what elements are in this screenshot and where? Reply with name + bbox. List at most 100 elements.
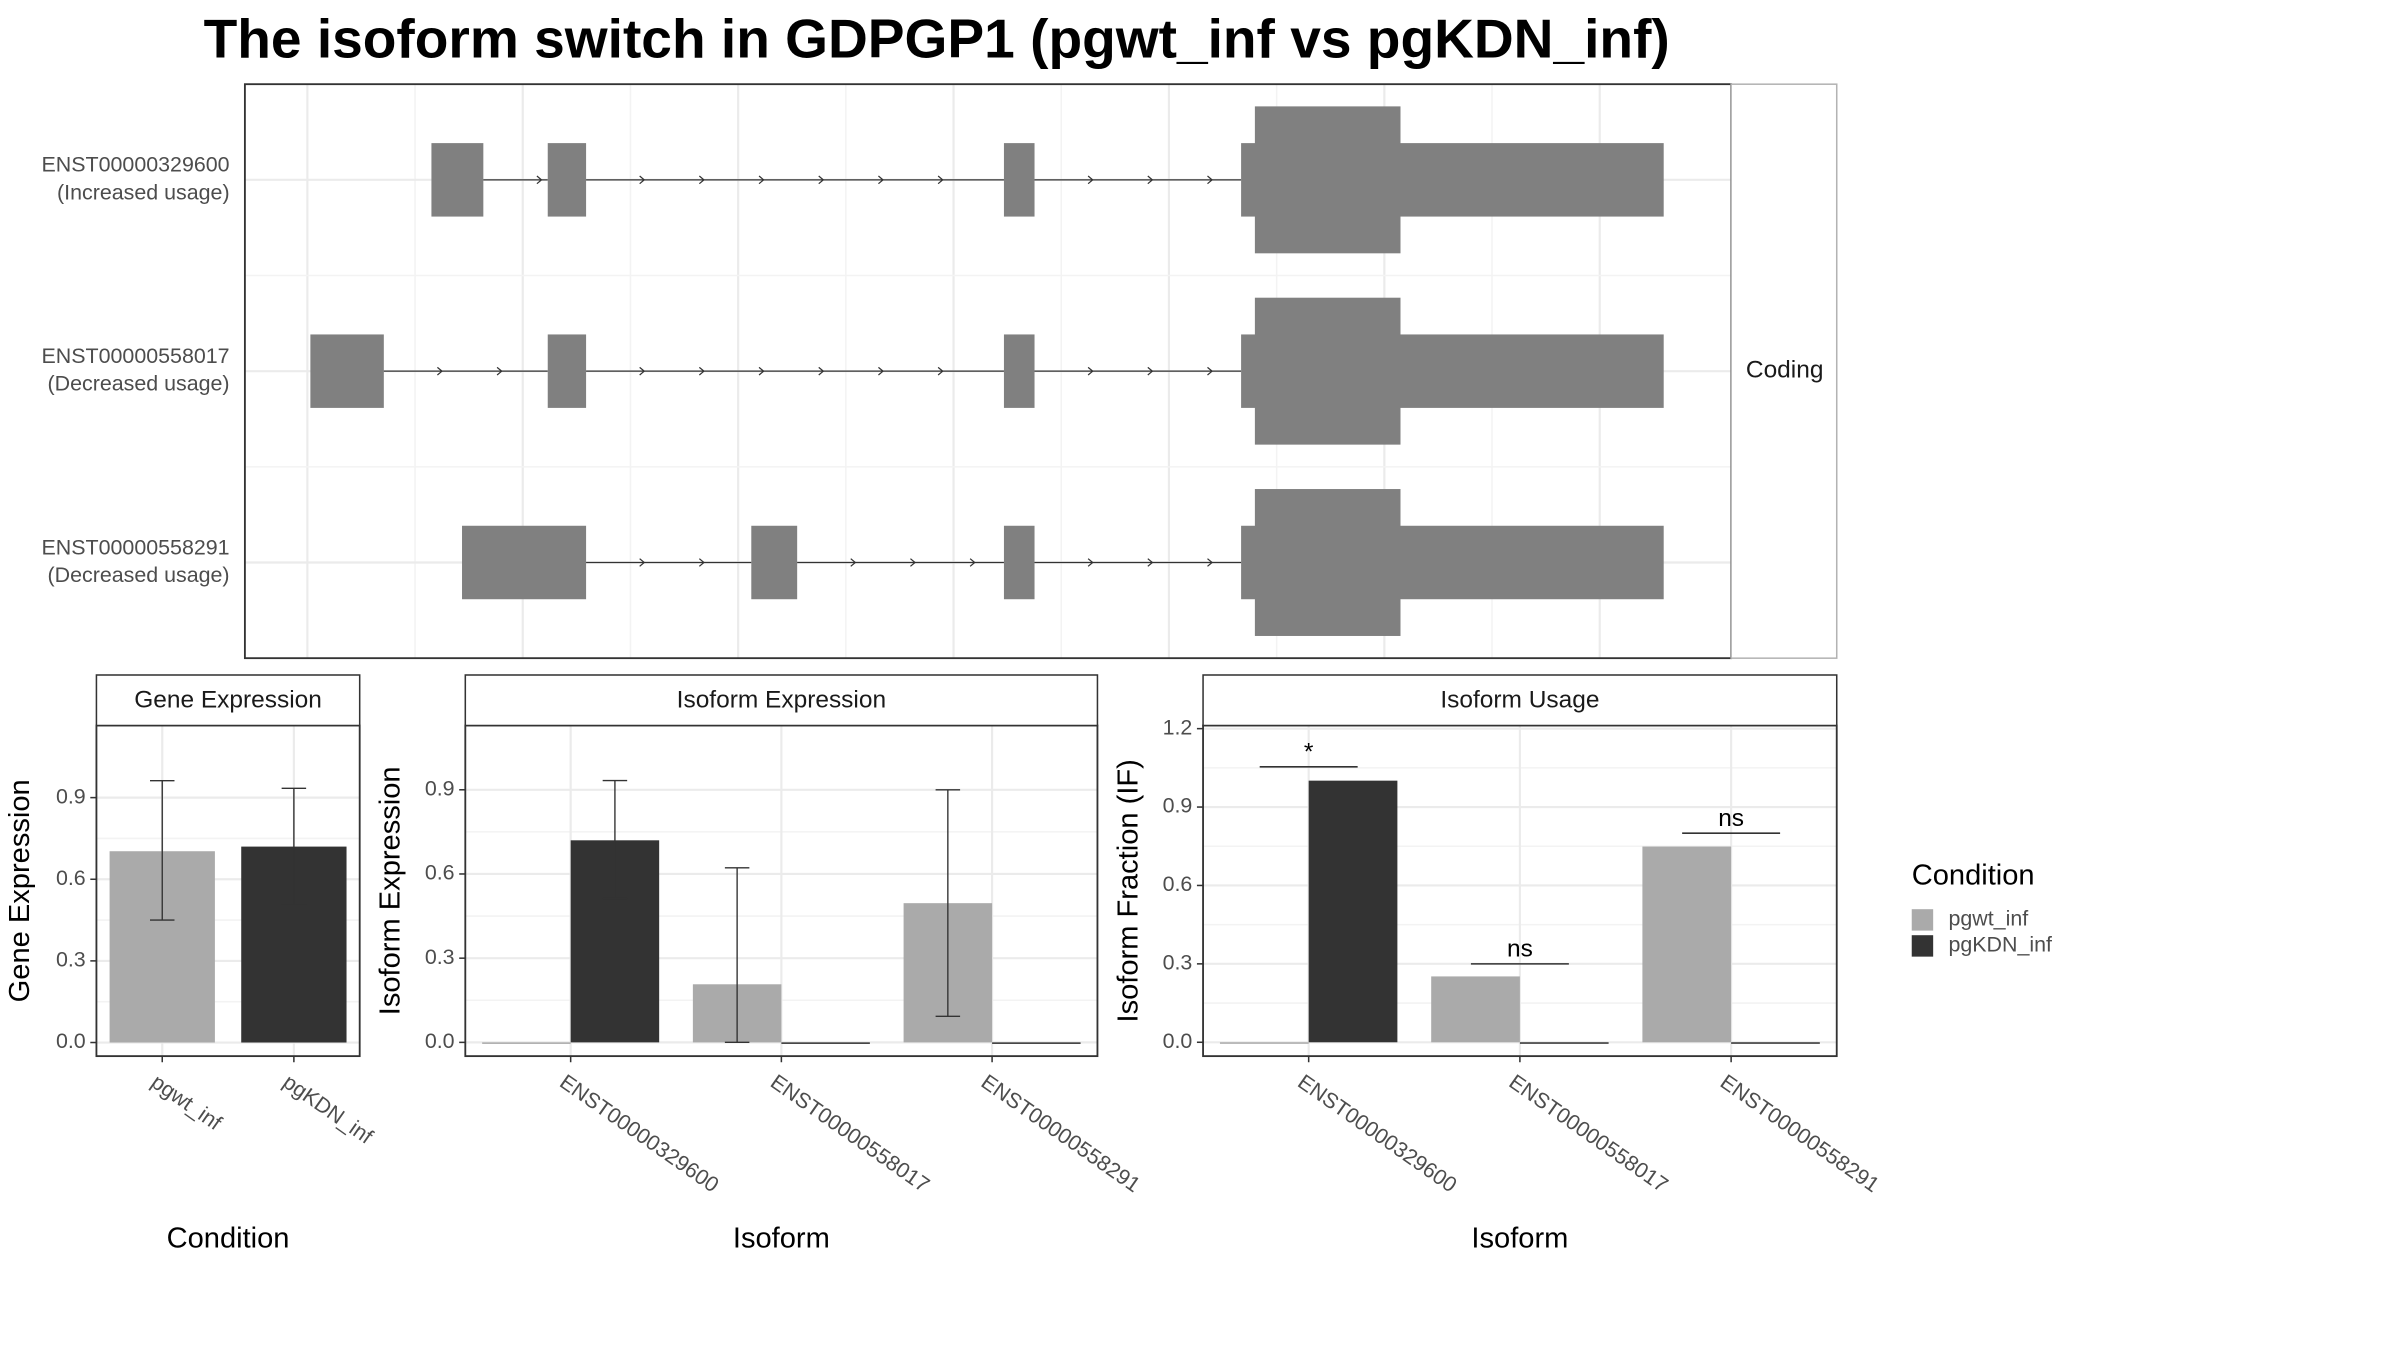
- intron-arrow: [1087, 558, 1094, 567]
- x-tick-label: ENST00000558291: [977, 1070, 1145, 1198]
- x-tick-label: ENST00000558017: [1505, 1070, 1673, 1198]
- significance-label: ns: [1507, 936, 1533, 963]
- exon: [1003, 334, 1035, 408]
- y-axis-title: Gene Expression: [4, 779, 36, 1002]
- x-tick-label: ENST00000329600: [1293, 1070, 1461, 1198]
- intron-arrow: [758, 175, 765, 185]
- y-tick-label: 0.3: [1163, 951, 1193, 975]
- strip: [464, 674, 1099, 727]
- y-tick-label: 0.0: [425, 1029, 455, 1053]
- intron-arrow: [698, 366, 705, 376]
- exon: [310, 334, 384, 408]
- bar: [1308, 780, 1398, 1043]
- exon: [547, 143, 587, 217]
- transcript-name: ENST00000558017: [42, 344, 230, 368]
- transcript-usage: (Increased usage): [57, 180, 230, 204]
- figure-title: The isoform switch in GDPGP1 (pgwt_inf v…: [204, 7, 1670, 69]
- intron-arrow: [639, 558, 646, 567]
- legend-swatch: [1911, 909, 1934, 931]
- intron-arrow: [639, 175, 646, 185]
- y-tick-label: 0.9: [1163, 794, 1193, 818]
- intron-arrow: [969, 558, 976, 567]
- exon: [1003, 143, 1035, 217]
- y-tick-label: 0.6: [1163, 872, 1193, 896]
- bar: [992, 1042, 1081, 1044]
- intron-arrow: [1087, 175, 1094, 185]
- legend-label: pgKDN_inf: [1948, 933, 2052, 957]
- intron-arrow: [1087, 366, 1094, 376]
- x-tick-label: ENST00000558291: [1716, 1070, 1884, 1198]
- intron-arrow: [536, 175, 543, 185]
- legend-label: pgwt_inf: [1948, 907, 2028, 931]
- intron-arrow: [437, 366, 443, 376]
- intron-arrow: [698, 558, 705, 567]
- exon: [462, 525, 587, 600]
- exon: [431, 143, 484, 217]
- transcript-usage: (Decreased usage): [48, 372, 230, 396]
- y-axis-title: Isoform Expression: [375, 766, 407, 1015]
- x-axis-title: Condition: [167, 1222, 290, 1254]
- intron-arrow: [1147, 366, 1154, 376]
- y-tick-label: 0.6: [56, 866, 86, 890]
- y-tick-label: 0.0: [56, 1029, 86, 1053]
- transcript-name: ENST00000329600: [42, 153, 230, 177]
- legend-title: Condition: [1912, 860, 2035, 892]
- cds: [1254, 489, 1401, 636]
- intron-arrow: [937, 366, 944, 376]
- intron-arrow: [1207, 558, 1214, 567]
- significance-label: ns: [1718, 805, 1744, 832]
- bar: [1219, 1042, 1309, 1044]
- y-tick-label: 0.9: [56, 784, 86, 808]
- intron-arrow: [496, 366, 503, 376]
- y-tick-label: 0.9: [425, 776, 455, 800]
- intron-arrow: [878, 366, 884, 376]
- y-tick-label: 1.2: [1163, 715, 1193, 739]
- bar: [781, 1042, 870, 1044]
- bar: [1731, 1042, 1820, 1044]
- transcript-usage: (Decreased usage): [48, 563, 230, 587]
- bar: [1431, 976, 1520, 1043]
- exon: [751, 525, 798, 600]
- intron-arrow: [1147, 558, 1154, 567]
- x-tick-label: pgKDN_inf: [279, 1070, 378, 1149]
- legend-swatch: [1911, 935, 1934, 957]
- intron-arrow: [639, 366, 646, 376]
- intron-arrow: [758, 366, 765, 376]
- y-tick-label: 0.0: [1163, 1029, 1193, 1053]
- strip-label: Isoform Expression: [677, 686, 886, 713]
- intron-arrow: [818, 175, 825, 185]
- x-tick-label: pgwt_inf: [147, 1070, 226, 1135]
- intron-arrow: [818, 366, 825, 376]
- intron-arrow: [698, 175, 705, 185]
- transcript-name: ENST00000558291: [42, 535, 230, 559]
- bar: [1519, 1042, 1609, 1044]
- strip-label: Coding: [1746, 357, 1824, 384]
- strip: [1202, 674, 1838, 727]
- significance-label: *: [1304, 738, 1314, 765]
- strip: [95, 674, 361, 727]
- bar: [482, 1042, 571, 1044]
- y-tick-label: 0.3: [425, 945, 455, 969]
- strip-label: Gene Expression: [134, 686, 322, 713]
- cds: [1254, 297, 1401, 445]
- bar: [1642, 846, 1732, 1043]
- intron-arrow: [1207, 366, 1214, 376]
- x-tick-label: ENST00000558017: [766, 1070, 934, 1198]
- y-axis-title: Isoform Fraction (IF): [1112, 759, 1144, 1022]
- exon: [547, 334, 587, 408]
- intron-arrow: [910, 558, 916, 567]
- intron-arrow: [1147, 175, 1154, 185]
- y-tick-label: 0.6: [425, 861, 455, 885]
- x-axis-title: Isoform: [733, 1222, 830, 1254]
- y-tick-label: 0.3: [56, 948, 86, 972]
- intron-arrow: [878, 175, 884, 185]
- x-axis-title: Isoform: [1471, 1222, 1568, 1254]
- intron-arrow: [1207, 175, 1214, 185]
- cds: [1254, 106, 1401, 254]
- exon: [1003, 525, 1035, 600]
- intron-arrow: [850, 558, 857, 567]
- x-tick-label: ENST00000329600: [555, 1070, 723, 1198]
- strip: [1730, 83, 1838, 659]
